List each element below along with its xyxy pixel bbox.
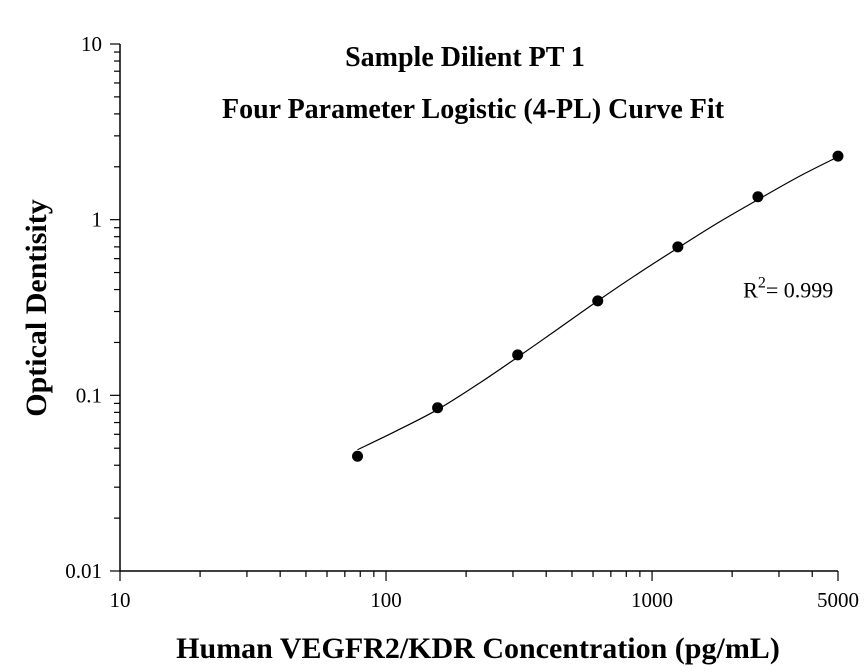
y-tick-label: 10 (81, 32, 102, 56)
y-tick-label: 0.01 (65, 559, 102, 583)
x-tick-label: 10 (110, 588, 131, 612)
x-tick-label: 5000 (817, 588, 859, 612)
r-squared-annotation: R2= 0.999 (743, 275, 833, 303)
x-tick-label: 1000 (631, 588, 673, 612)
data-point (512, 349, 524, 361)
data-point (672, 241, 684, 253)
x-tick-label: 100 (370, 588, 402, 612)
plot-axes: 0.01 0.1 1 10 10 100 1000 5000 (65, 32, 859, 612)
y-tick-label: 0.1 (76, 383, 102, 407)
r-squared-base: R (743, 278, 758, 303)
r-squared-value: = 0.999 (766, 278, 833, 303)
data-point (832, 150, 844, 162)
data-point (592, 295, 604, 307)
data-point (352, 450, 364, 462)
chart-title: Sample Dilient PT 1 (345, 42, 585, 73)
data-points-layer (352, 150, 844, 462)
y-axis-label: Optical Dentisity (20, 199, 53, 417)
y-tick-label: 1 (92, 208, 103, 232)
data-point (752, 191, 764, 203)
chart-subtitle: Four Parameter Logistic (4-PL) Curve Fit (222, 94, 725, 125)
r-squared-superscript: 2 (758, 275, 766, 292)
data-point (432, 402, 444, 414)
x-axis-label: Human VEGFR2/KDR Concentration (pg/mL) (176, 632, 780, 665)
